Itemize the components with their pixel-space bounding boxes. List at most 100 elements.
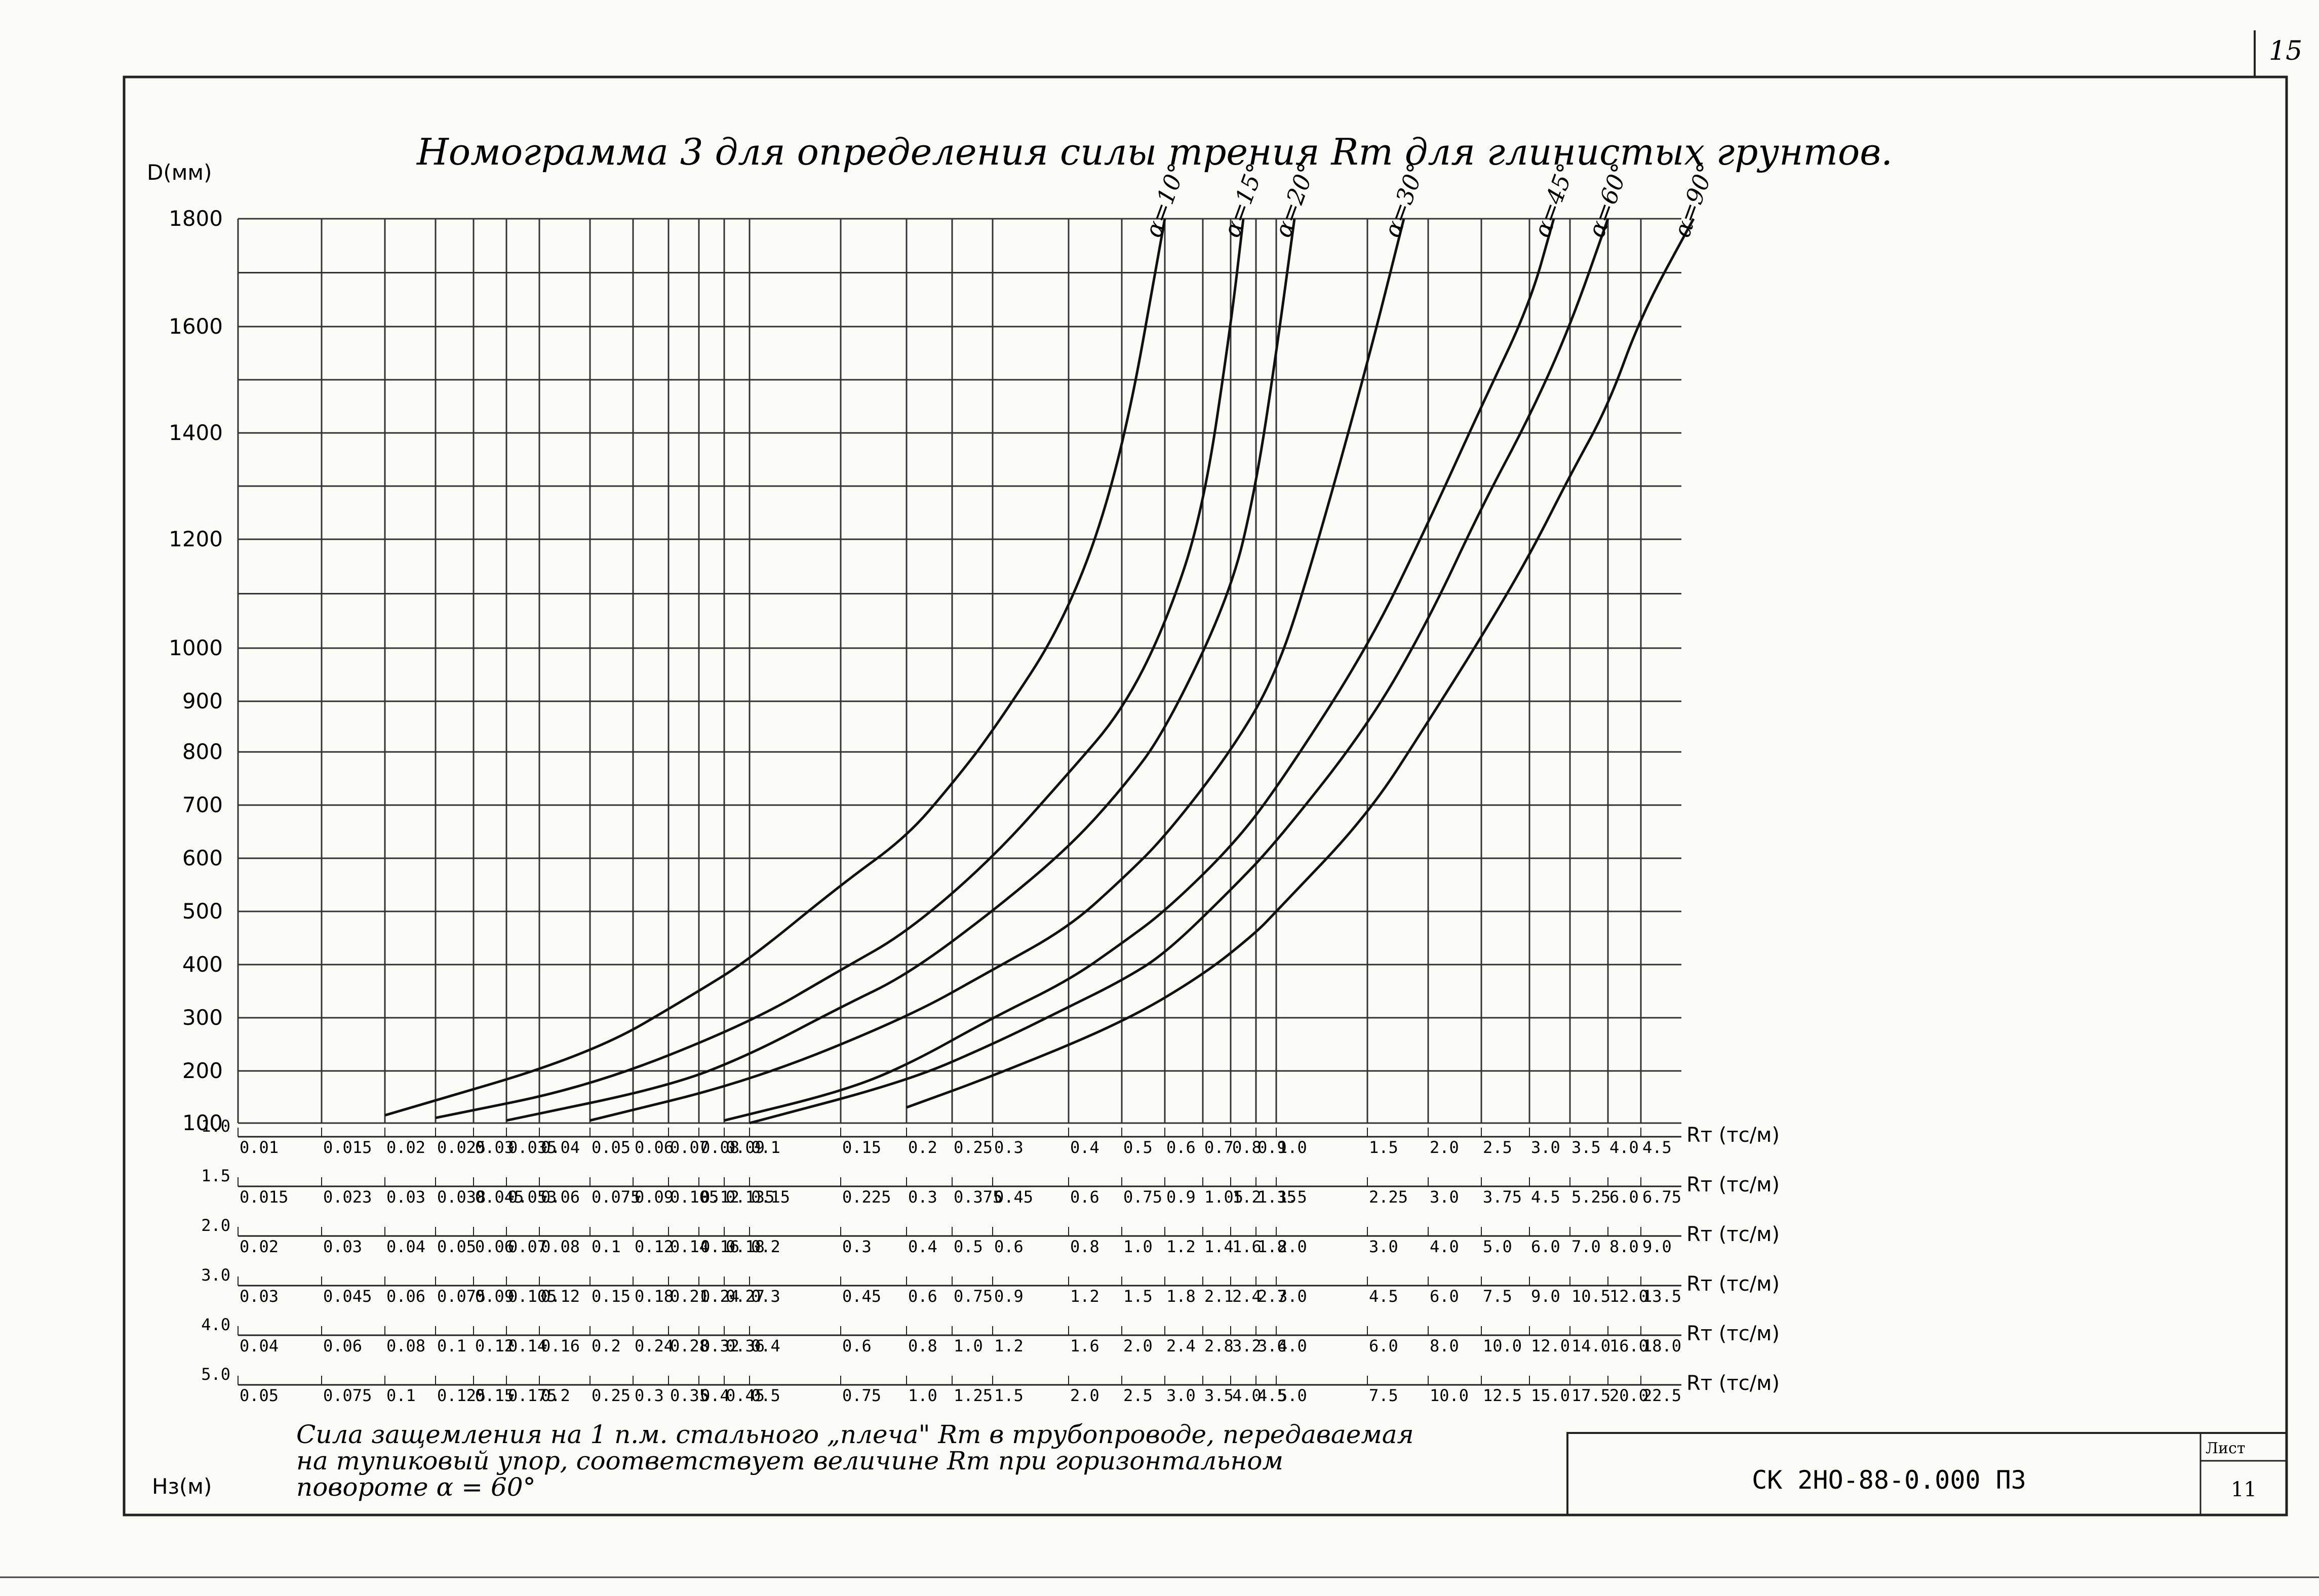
scale-tick-label: 0.175 [508, 1386, 557, 1405]
scale-tick-label: 3.0 [1278, 1287, 1307, 1306]
scale-tick-label: 0.45 [726, 1386, 765, 1405]
scale-tick-label: 0.16 [700, 1237, 739, 1256]
scale-tick-label: 0.04 [240, 1336, 279, 1355]
scale-tick-label: 0.01 [240, 1138, 279, 1157]
scale-tick-label: 0.4 [751, 1336, 780, 1355]
scale-tick-label: 0.8 [1232, 1138, 1262, 1157]
scale-tick-label: 0.035 [508, 1138, 557, 1157]
series-curve [506, 218, 1296, 1122]
scale-tick-label: 3.0 [1531, 1138, 1560, 1157]
scale-tick-label: 0.05 [592, 1138, 631, 1157]
scale-tick-label: 2.5 [1123, 1386, 1153, 1405]
scale-tick-label: 2.5 [1483, 1138, 1512, 1157]
scale-tick-label: 9.0 [1531, 1287, 1560, 1306]
scale-tick-label: 0.14 [670, 1237, 709, 1256]
y-tick-label: 200 [182, 1058, 223, 1083]
scale-tick-label: 12.0 [1531, 1336, 1570, 1355]
scale-tick-label: 0.03 [475, 1138, 514, 1157]
scale-tick-label: 5.0 [1483, 1237, 1512, 1256]
scale-tick-label: 0.015 [323, 1138, 372, 1157]
scale-tick-label: 0.03 [240, 1287, 279, 1306]
series-curve [724, 218, 1555, 1122]
scale-tick-label: 4.0 [1232, 1386, 1262, 1405]
series-curve [384, 218, 1166, 1116]
series-curve [435, 218, 1245, 1120]
scale-tick-label: 9.0 [1642, 1237, 1672, 1256]
stamp-sheet-label: Лист [2206, 1440, 2245, 1457]
scale-tick-label: 1.0 [1123, 1237, 1153, 1256]
scale-tick-label: 2.4 [1166, 1336, 1196, 1355]
y-tick-label: 600 [182, 846, 223, 870]
scale-tick-label: 0.4 [908, 1237, 937, 1256]
scale-tick-label: 6.0 [1430, 1287, 1459, 1306]
scale-tick-label: 0.15 [842, 1138, 881, 1157]
note-line-3: повороте α = 60° [296, 1472, 536, 1502]
scale-tick-label: 0.45 [842, 1287, 881, 1306]
y-tick-label: 900 [182, 689, 223, 713]
scale-tick-label: 1.6 [1232, 1237, 1262, 1256]
y-tick-label: 700 [182, 792, 223, 817]
scale-tick-label: 0.5 [954, 1237, 983, 1256]
scale-tick-label: 2.0 [1278, 1237, 1307, 1256]
scale-tick-label: 0.8 [908, 1336, 937, 1355]
scale-tick-label: 1.0 [908, 1386, 937, 1405]
scale-tick-label: 6.0 [1531, 1237, 1560, 1256]
rt-unit-label: Rт (тс/м) [1686, 1272, 1780, 1296]
scale-tick-label: 22.5 [1642, 1386, 1681, 1405]
scale-tick-label: 0.12 [541, 1287, 580, 1306]
scale-tick-label: 0.053 [508, 1187, 557, 1207]
scale-tick-label: 1.8 [1257, 1237, 1287, 1256]
scale-tick-label: 0.14 [508, 1336, 547, 1355]
stamp-code: СК 2НО-88-0.000 ПЗ [1752, 1465, 2026, 1495]
y-tick-label: 500 [182, 899, 223, 924]
scale-tick-label: 1.0 [1278, 1138, 1307, 1157]
scale-tick-label: 3.5 [1204, 1386, 1234, 1405]
scale-tick-label: 1.2 [1166, 1237, 1196, 1256]
scale-tick-label: 0.075 [437, 1287, 486, 1306]
scale-tick-label: 4.5 [1257, 1386, 1287, 1405]
chart-title: Номограмма 3 для определения силы трения… [416, 131, 1893, 173]
scale-tick-label: 3.5 [1571, 1138, 1601, 1157]
y-tick-label: 100 [182, 1110, 223, 1135]
scale-tick-label: 0.8 [1070, 1237, 1099, 1256]
scale-tick-label: 0.16 [541, 1336, 580, 1355]
vertical-grid [237, 219, 1642, 1123]
scale-tick-label: 0.32 [700, 1336, 739, 1355]
scale-tick-label: 0.4 [1070, 1138, 1099, 1157]
scale-tick-label: 12.5 [1483, 1386, 1522, 1405]
y-tick-label: 1000 [169, 635, 223, 660]
scale-tick-label: 0.75 [842, 1386, 881, 1405]
scale-tick-label: 0.09 [475, 1287, 514, 1306]
scale-tick-label: 2.25 [1369, 1187, 1408, 1207]
scale-tick-label: 2.8 [1204, 1336, 1234, 1355]
scale-tick-label: 0.06 [386, 1287, 425, 1306]
h-axis-label: Hз(м) [152, 1474, 212, 1499]
scale-tick-label: 0.12 [635, 1237, 674, 1256]
scale-tick-label: 0.15 [751, 1187, 790, 1207]
rt-unit-label: Rт (тс/м) [1686, 1223, 1780, 1246]
scale-tick-label: 6.75 [1642, 1187, 1681, 1207]
scale-tick-label: 0.08 [541, 1237, 580, 1256]
scale-tick-label: 0.04 [541, 1138, 580, 1157]
scale-tick-label: 0.06 [323, 1336, 362, 1355]
scale-tick-label: 1.25 [954, 1386, 993, 1405]
scale-tick-label: 0.36 [726, 1336, 765, 1355]
scale-tick-label: 0.3 [908, 1187, 937, 1207]
scale-tick-label: 10.0 [1483, 1336, 1522, 1355]
y-axis-label: D(мм) [147, 160, 212, 185]
scale-tick-label: 0.28 [670, 1336, 709, 1355]
scale-tick-label: 2.0 [1070, 1386, 1099, 1405]
scale-h-label: 5.0 [201, 1365, 230, 1384]
scale-tick-label: 4.0 [1278, 1336, 1307, 1355]
y-tick-label: 1600 [169, 314, 223, 339]
scale-tick-label: 0.06 [475, 1237, 514, 1256]
scale-tick-label: 7.0 [1571, 1237, 1601, 1256]
scale-tick-label: 0.45 [994, 1187, 1033, 1207]
scale-tick-label: 0.045 [323, 1287, 372, 1306]
y-tick-label: 400 [182, 952, 223, 977]
scale-tick-label: 3.6 [1257, 1336, 1287, 1355]
y-tick-labels: 1800 1600 1400 1200 1000 900 800 700 600 500 400 30… [169, 206, 223, 1135]
scale-tick-label: 8.0 [1609, 1237, 1639, 1256]
